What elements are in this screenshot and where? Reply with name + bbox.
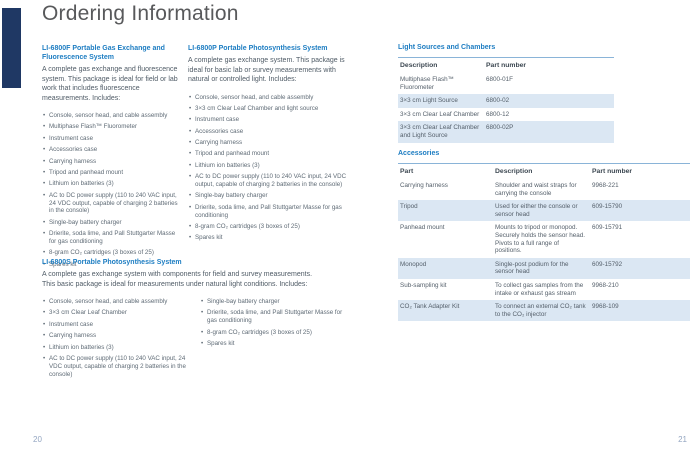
part-cell: Carrying harness — [400, 182, 448, 189]
column-header-part: Part — [398, 163, 493, 179]
part-cell: Monopod — [400, 260, 427, 268]
bullet-item: Instrument case — [42, 321, 188, 329]
table-row: Monopod Single-post podium for the senso… — [398, 257, 690, 279]
accessories-heading: Accessories — [398, 150, 440, 157]
part-number-cell: 6800-02P — [486, 124, 514, 132]
section-6800p-intro: A complete gas exchange system. This pac… — [188, 57, 345, 83]
bullet-item: 8-gram CO₂ cartridges (3 boxes of 25) — [200, 329, 352, 337]
bullet-item: 8-gram CO₂ cartridges (3 boxes of 25) — [188, 223, 348, 231]
part-cell: Tripod — [400, 203, 418, 211]
bullet-item: AC to DC power supply (110 to 240 VAC in… — [188, 173, 348, 189]
section-6800f-bullet-list: Console, sensor head, and cable assembly… — [42, 112, 184, 268]
description-cell: Shoulder and waist straps for carrying t… — [495, 182, 577, 197]
accent-block — [2, 8, 21, 88]
part-number-cell: 609-15792 — [592, 260, 623, 268]
bullet-item: Spares kit — [200, 340, 352, 348]
bullet-item: Lithium ion batteries (3) — [188, 162, 348, 170]
bullet-item: Single-bay battery charger — [200, 298, 352, 306]
part-number-cell: 6800-02 — [486, 97, 510, 105]
description-cell: Mounts to tripod or monopod. Securely ho… — [495, 224, 585, 255]
table-row: CO₂ Tank Adapter Kit To connect an exter… — [398, 300, 690, 322]
part-number-cell: 9968-210 — [592, 281, 619, 289]
part-number-cell: 609-15791 — [592, 224, 623, 232]
bullet-item: Drierite, soda lime, and Pall Stuttgarte… — [42, 230, 184, 246]
section-6800s-bullet-list-right: Single-bay battery charger Drierite, sod… — [200, 298, 352, 382]
bullet-item: Lithium ion batteries (3) — [42, 180, 184, 188]
bullet-item: Single-bay battery charger — [42, 219, 184, 227]
bullet-item: 3×3 cm Clear Leaf Chamber — [42, 309, 188, 317]
part-number-cell: 9968-109 — [592, 303, 619, 311]
accessories-table: Part Description Part number Carrying ha… — [398, 163, 690, 322]
page-title: Ordering Information — [42, 2, 239, 25]
part-cell: Panhead mount — [400, 224, 445, 232]
bullet-item: Carrying harness — [42, 332, 188, 340]
section-6800s-bullet-columns: Console, sensor head, and cable assembly… — [42, 298, 352, 382]
page-number-right: 21 — [678, 435, 687, 444]
description-cell: To connect an external CO₂ tank to the C… — [495, 303, 586, 318]
bullet-item: Tripod and panhead mount — [188, 150, 348, 158]
bullet-item: Spares kit — [42, 261, 184, 269]
column-header-part-number: Part number — [590, 163, 690, 179]
description-cell: Multiphase Flash™ Fluorometer — [400, 76, 454, 91]
table-header-row: Part Description Part number — [398, 163, 690, 179]
description-cell: To collect gas samples from the intake o… — [495, 281, 584, 297]
bullet-item: Carrying harness — [42, 158, 184, 166]
table-row: Multiphase Flash™ Fluorometer 6800-01F — [398, 73, 614, 94]
section-6800s-intro: A complete gas exchange system with comp… — [42, 271, 313, 288]
bullet-item: AC to DC power supply (110 to 240 VAC in… — [42, 355, 188, 378]
bullet-item: Console, sensor head, and cable assembly — [42, 298, 188, 306]
page-number-left: 20 — [33, 435, 42, 444]
section-6800f-heading: LI-6800F Portable Gas Exchange and Fluor… — [42, 45, 165, 61]
bullet-item: Drierite, soda lime, and Pall Stuttgarte… — [188, 204, 348, 220]
section-6800p-heading: LI-6800P Portable Photosynthesis System — [188, 45, 328, 52]
section-6800s-heading: LI-6800S Portable Photosynthesis System — [42, 259, 182, 266]
table-row: 3×3 cm Clear Leaf Chamber 6800-12 — [398, 108, 614, 122]
bullet-item: Console, sensor head, and cable assembly — [42, 112, 184, 120]
description-cell: 3×3 cm Clear Leaf Chamber — [400, 110, 480, 118]
light-sources-heading: Light Sources and Chambers — [398, 44, 496, 51]
section-6800f: LI-6800F Portable Gas Exchange and Fluor… — [42, 44, 184, 272]
bullet-item: Spares kit — [188, 234, 348, 242]
section-6800p: LI-6800P Portable Photosynthesis System … — [188, 44, 348, 246]
bullet-item: Console, sensor head, and cable assembly — [188, 94, 348, 102]
bullet-item: Instrument case — [188, 116, 348, 124]
bullet-item: 8-gram CO₂ cartridges (3 boxes of 25) — [42, 249, 184, 257]
description-cell: Used for either the console or sensor he… — [495, 203, 578, 218]
part-cell: CO₂ Tank Adapter Kit — [400, 303, 460, 311]
table-row: Sub-sampling kit To collect gas samples … — [398, 279, 690, 300]
bullet-item: Accessories case — [42, 146, 184, 154]
description-cell: 3×3 cm Light Source — [400, 97, 458, 105]
column-header-description: Description — [398, 57, 484, 73]
bullet-item: Single-bay battery charger — [188, 192, 348, 200]
section-6800p-bullet-list: Console, sensor head, and cable assembly… — [188, 94, 348, 243]
bullet-item: Tripod and panhead mount — [42, 169, 184, 177]
bullet-item: Carrying harness — [188, 139, 348, 147]
bullet-item: Multiphase Flash™ Fluorometer — [42, 123, 184, 131]
table-row: Tripod Used for either the console or se… — [398, 200, 690, 222]
bullet-item: Instrument case — [42, 135, 184, 143]
part-cell: Sub-sampling kit — [400, 281, 447, 289]
part-number-cell: 6800-12 — [486, 110, 510, 118]
bullet-item: 3×3 cm Clear Leaf Chamber and light sour… — [188, 105, 348, 113]
part-number-cell: 9968-221 — [592, 182, 619, 189]
part-number-cell: 6800-01F — [486, 76, 513, 83]
table-row: 3×3 cm Clear Leaf Chamber and Light Sour… — [398, 121, 614, 143]
light-sources-table: Description Part number Multiphase Flash… — [398, 57, 614, 143]
bullet-item: Accessories case — [188, 128, 348, 136]
column-header-description: Description — [493, 163, 590, 179]
description-cell: 3×3 cm Clear Leaf Chamber and Light Sour… — [400, 124, 480, 139]
part-number-cell: 609-15790 — [592, 203, 623, 211]
section-6800f-intro: A complete gas exchange and fluorescence… — [42, 66, 178, 102]
column-header-part-number: Part number — [484, 57, 614, 73]
table-row: Carrying harness Shoulder and waist stra… — [398, 179, 690, 200]
section-6800s-bullet-list-left: Console, sensor head, and cable assembly… — [42, 298, 188, 382]
bullet-item: AC to DC power supply (110 to 240 VAC in… — [42, 192, 184, 215]
description-cell: Single-post podium for the sensor head — [495, 260, 569, 276]
table-header-row: Description Part number — [398, 57, 614, 73]
section-6800s: LI-6800S Portable Photosynthesis System … — [42, 258, 352, 382]
bullet-item: Lithium ion batteries (3) — [42, 344, 188, 352]
table-row: Panhead mount Mounts to tripod or monopo… — [398, 221, 690, 257]
table-row: 3×3 cm Light Source 6800-02 — [398, 94, 614, 108]
bullet-item: Drierite, soda lime, and Pall Stuttgarte… — [200, 309, 352, 325]
